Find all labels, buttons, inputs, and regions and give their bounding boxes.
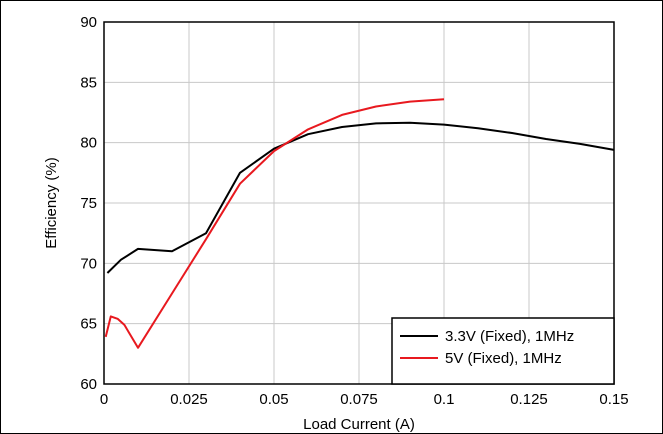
x-tick-label: 0.1 (434, 391, 455, 408)
x-tick-label: 0.15 (599, 391, 628, 408)
y-tick-label: 75 (80, 195, 97, 212)
y-tick-label: 65 (80, 316, 97, 333)
series-layer (104, 98, 615, 349)
tick-labels: 0 0.025 0.05 0.075 0.1 0.125 0.15 60 65 70 75 80 85 9… (80, 14, 628, 408)
y-axis-title: Efficiency (%) (43, 157, 60, 248)
series-line-0 (106, 121, 615, 274)
series-line-1 (104, 98, 445, 349)
y-tick-label: 85 (80, 74, 97, 91)
y-tick-label: 60 (80, 376, 97, 393)
plot-area (103, 21, 615, 385)
x-axis-title: Load Current (A) (303, 416, 415, 433)
y-tick-label: 70 (80, 255, 97, 272)
x-tick-label: 0.05 (259, 391, 288, 408)
legend-label-5v: 5V (Fixed), 1MHz (445, 350, 562, 367)
x-tick-label: 0 (100, 391, 108, 408)
y-tick-label: 90 (80, 14, 97, 31)
x-tick-label: 0.075 (340, 391, 378, 408)
legend-label-3v3: 3.3V (Fixed), 1MHz (445, 328, 574, 345)
legend: 3.3V (Fixed), 1MHz 5V (Fixed), 1MHz (391, 317, 615, 385)
y-tick-label: 80 (80, 135, 97, 152)
x-tick-label: 0.025 (170, 391, 208, 408)
legend-box (391, 317, 615, 385)
x-tick-label: 0.125 (510, 391, 548, 408)
